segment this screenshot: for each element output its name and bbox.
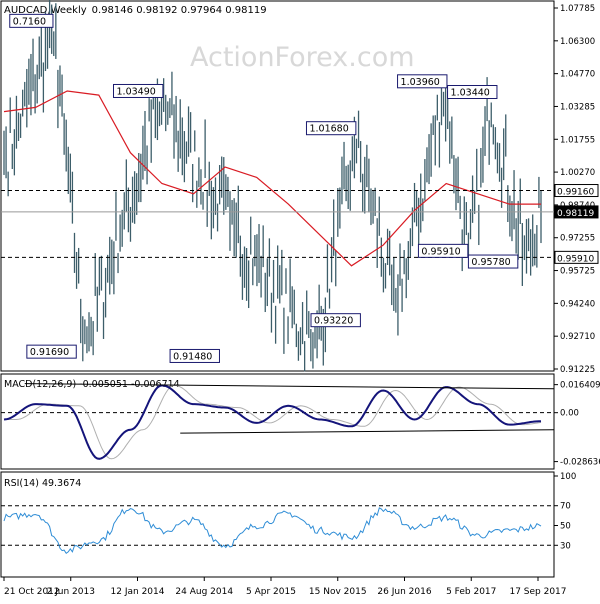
rsi-tick-label: 100 [560,472,576,482]
macd-plot [1,383,555,460]
annotation-box [397,74,448,89]
price-panel-frame [0,0,555,372]
macd-panel-frame [0,373,555,470]
annotation-label: 1.03440 [451,88,490,99]
x-tick-label: 17 Sep 2017 [509,587,566,597]
x-tick-label: 24 Aug 2014 [175,587,233,597]
watermark: ActionForex.com [190,42,415,73]
x-tick-label: 21 Oct 2012 [4,587,60,597]
price-tag: 0.99160 [557,188,594,198]
rsi-tick-label: 70 [560,502,571,512]
y-tick-label: 0.95725 [560,267,595,277]
price-tag-box [554,250,599,264]
macd-tick-label: 0.016409 [560,381,600,391]
rsi-line [3,507,542,555]
x-tick-label: 15 Nov 2015 [309,587,367,597]
annotation-label: 0.91690 [30,347,69,358]
rsi-panel-frame [0,471,555,578]
ohlc-readout: 0.98146 0.98192 0.97964 0.98119 [92,5,267,16]
price-tag: 0.98119 [557,209,594,219]
y-tick-label: 1.01755 [560,135,595,145]
annotation-box [417,243,469,258]
annotation-box [467,254,519,269]
annotation-label: 0.7160 [13,16,46,27]
axes: 0.99160 0.98119 0.95910 1.07785 1.06300 1.047… [3,4,600,597]
x-tick-label: 2 Jun 2013 [47,587,95,597]
y-tick-label: 1.04770 [560,70,595,80]
rsi-plot [1,505,554,555]
annotation-label: 0.91480 [173,351,212,362]
annotation-box [113,83,164,98]
symbol-timeframe: AUDCAD,Weekly [4,5,87,16]
x-tick-label: 5 Feb 2017 [446,587,496,597]
annotation-box [310,313,361,328]
y-tick-label: 1.00270 [560,168,595,178]
annotation-label: 1.01680 [309,124,348,135]
macd-tick-label: -0.028636 [560,458,600,468]
annotation-box [169,348,220,363]
macd-tick-label: 0.00 [560,409,579,419]
x-tick-label: 26 Jun 2016 [377,587,431,597]
price-tag: 0.95910 [557,254,594,264]
chart-title: AUDCAD,Weekly 0.98146 0.98192 0.97964 0.9… [4,5,267,16]
macd-trendline [180,429,555,434]
y-tick-label: 0.97255 [560,234,595,244]
rsi-tick-label: 30 [560,541,571,551]
annotation-label: 1.03960 [401,77,440,88]
annotation-label: 0.95780 [471,257,510,268]
macd-trendline [24,383,555,390]
y-tick-label: 0.91225 [560,365,595,375]
y-tick-label: 0.92710 [560,332,595,342]
x-tick-label: 5 Apr 2015 [246,587,296,597]
y-tick-label: 0.98740 [560,201,595,211]
annotation-box [9,13,54,28]
y-tick-label: 1.03285 [560,102,595,112]
annotation-label: 0.95910 [421,246,460,257]
price-tag-box [554,205,599,219]
y-tick-label: 1.07785 [560,4,595,14]
rsi-title: RSI(14) 49.3674 [4,478,81,489]
annotation-box [26,344,77,359]
annotation-label: 0.93220 [314,316,353,327]
y-tick-label: 0.94240 [560,299,595,309]
price-plot: 0.7160 1.03490 1.01680 1.03960 1.03440 0.9169… [1,0,554,372]
macd-signal-line [4,384,542,460]
rsi-tick-label: 50 [560,522,571,532]
annotation-box [447,85,498,100]
x-tick-label: 12 Jan 2014 [111,587,165,597]
moving-average-line [3,90,541,267]
annotation-box [305,121,357,136]
annotation-label: 1.03490 [117,86,156,97]
price-tag-box [554,184,599,198]
y-tick-label: 1.06300 [560,37,595,47]
